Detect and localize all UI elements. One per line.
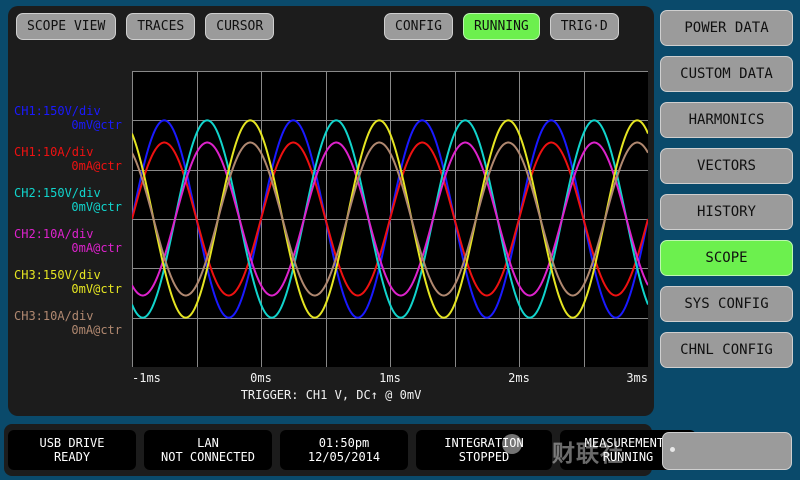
x-tick-label: 2ms <box>508 371 530 385</box>
legend-item-ch2-v[interactable]: CH2:150V/div 0mV@ctr <box>8 186 128 214</box>
status-line-2: 12/05/2014 <box>307 450 381 464</box>
status-line-1: USB DRIVE <box>39 436 105 450</box>
legend-center: 0mA@ctr <box>71 241 122 255</box>
trace-ch2-a <box>132 141 648 297</box>
status-lan[interactable]: LAN NOT CONNECTED <box>144 430 272 470</box>
tab-cursor[interactable]: CURSOR <box>205 13 275 40</box>
sidebar-item-history[interactable]: HISTORY <box>660 194 793 230</box>
sidebar-item-scope[interactable]: SCOPE <box>660 240 793 276</box>
legend-item-ch1-v[interactable]: CH1:150V/div 0mV@ctr <box>8 104 128 132</box>
scope-traces <box>132 71 648 367</box>
tab-scope-view[interactable]: SCOPE VIEW <box>16 13 117 40</box>
waveform-plot[interactable] <box>132 71 648 367</box>
top-toolbar-left: SCOPE VIEW TRACES CURSOR <box>16 13 275 40</box>
legend-item-ch3-v[interactable]: CH3:150V/div 0mV@ctr <box>8 268 128 296</box>
x-tick-label: 1ms <box>379 371 401 385</box>
legend-center: 0mA@ctr <box>71 159 122 173</box>
sidebar-item-vectors[interactable]: VECTORS <box>660 148 793 184</box>
status-line-2: STOPPED <box>458 450 510 464</box>
legend-item-ch2-a[interactable]: CH2:10A/div 0mA@ctr <box>8 227 128 255</box>
legend-scale: CH3:150V/div <box>14 268 101 282</box>
x-axis: -1ms 0ms 1ms 2ms 3ms <box>132 369 648 385</box>
sidebar-item-custom-data[interactable]: CUSTOM DATA <box>660 56 793 92</box>
trace-ch1-a <box>132 141 648 297</box>
status-line-2: NOT CONNECTED <box>161 450 255 464</box>
trigger-mode-button[interactable]: TRIG·D <box>549 13 619 40</box>
channel-legend: CH1:150V/div 0mV@ctr CH1:10A/div 0mA@ctr… <box>8 104 128 350</box>
x-tick-label: 0ms <box>250 371 272 385</box>
tab-traces[interactable]: TRACES <box>126 13 196 40</box>
running-status-button[interactable]: RUNNING <box>462 13 540 40</box>
status-datetime[interactable]: 01:50pm 12/05/2014 <box>280 430 408 470</box>
status-line-1: MEASUREMENTS <box>584 436 672 450</box>
x-tick-label: -1ms <box>132 371 161 385</box>
sidebar-item-sys-config[interactable]: SYS CONFIG <box>660 286 793 322</box>
legend-item-ch1-a[interactable]: CH1:10A/div 0mA@ctr <box>8 145 128 173</box>
trace-ch3-a <box>132 141 648 297</box>
legend-scale: CH2:10A/div <box>14 227 94 241</box>
legend-scale: CH3:10A/div <box>14 309 94 323</box>
legend-scale: CH2:150V/div <box>14 186 101 200</box>
legend-scale: CH1:10A/div <box>14 145 94 159</box>
sidebar-item-harmonics[interactable]: HARMONICS <box>660 102 793 138</box>
legend-center: 0mV@ctr <box>71 118 122 132</box>
x-tick-label: 3ms <box>626 371 648 385</box>
plot-canvas[interactable] <box>132 71 648 367</box>
status-integration[interactable]: INTEGRATION STOPPED <box>416 430 552 470</box>
legend-center: 0mV@ctr <box>71 200 122 214</box>
right-sidebar: POWER DATA CUSTOM DATA HARMONICS VECTORS… <box>660 10 793 368</box>
status-usb-drive[interactable]: USB DRIVE READY <box>8 430 136 470</box>
status-line-2: RUNNING <box>602 450 654 464</box>
status-line-2: READY <box>53 450 91 464</box>
legend-center: 0mA@ctr <box>71 323 122 337</box>
top-toolbar-right: CONFIG RUNNING TRIG·D <box>384 13 619 40</box>
status-bar: USB DRIVE READY LAN NOT CONNECTED 01:50p… <box>8 430 696 470</box>
config-button[interactable]: CONFIG <box>384 13 453 40</box>
status-line-1: 01:50pm <box>318 436 370 450</box>
sidebar-item-power-data[interactable]: POWER DATA <box>660 10 793 46</box>
indicator-dot-icon <box>670 447 675 452</box>
legend-scale: CH1:150V/div <box>14 104 101 118</box>
legend-center: 0mV@ctr <box>71 282 122 296</box>
sidebar-item-chnl-config[interactable]: CHNL CONFIG <box>660 332 793 368</box>
trigger-info: TRIGGER: CH1 V, DC↑ @ 0mV <box>240 388 422 402</box>
blank-menu-button[interactable] <box>662 432 792 470</box>
status-line-1: INTEGRATION <box>444 436 524 450</box>
legend-item-ch3-a[interactable]: CH3:10A/div 0mA@ctr <box>8 309 128 337</box>
status-line-1: LAN <box>197 436 219 450</box>
